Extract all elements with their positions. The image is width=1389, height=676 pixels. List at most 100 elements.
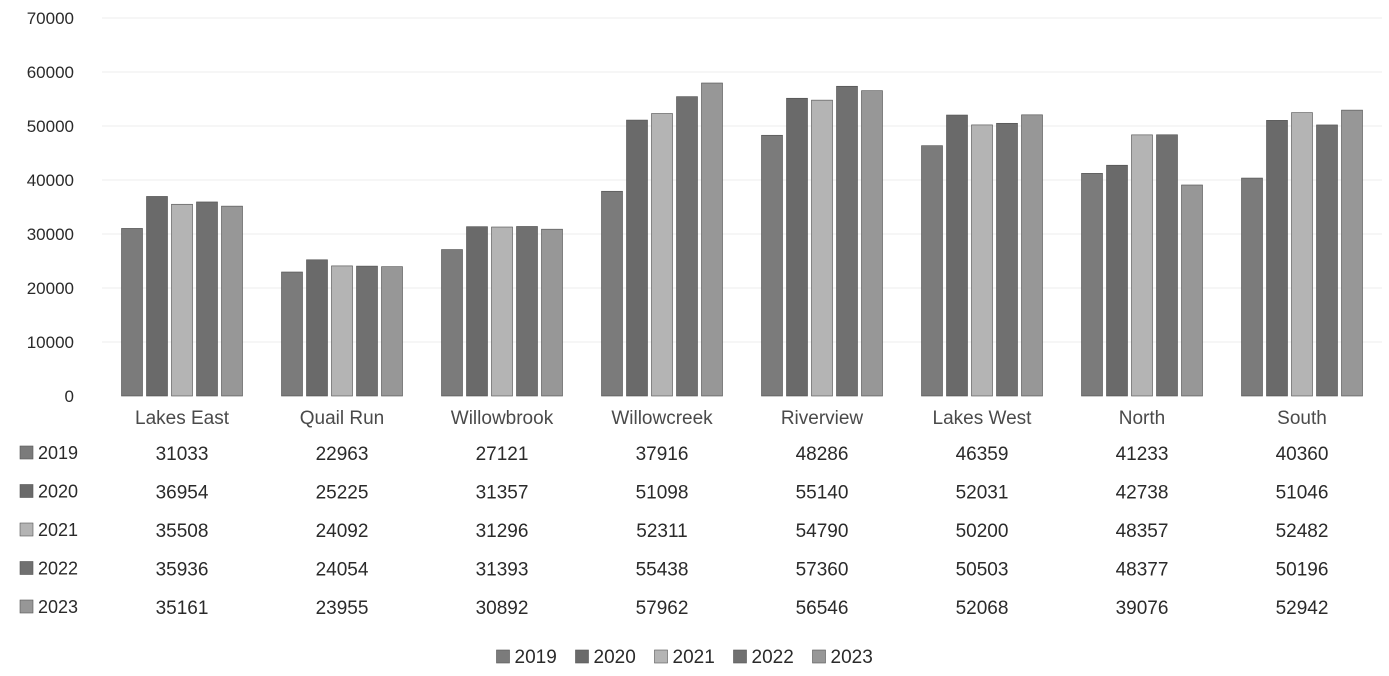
table-cell: 31357: [476, 483, 529, 504]
x-tick-label: Riverview: [781, 408, 864, 429]
bar: [331, 265, 353, 397]
bar: [811, 99, 833, 397]
bar: [381, 266, 403, 397]
bar: [306, 259, 328, 397]
bar: [1106, 164, 1128, 397]
legend-label: 2019: [515, 647, 557, 668]
bar: [196, 201, 218, 397]
bar: [996, 122, 1018, 397]
table-cell: 50196: [1276, 560, 1329, 581]
bar: [946, 114, 968, 397]
table-cell: 54790: [796, 521, 849, 542]
legend-swatch: [575, 649, 589, 664]
legend-swatch: [812, 649, 826, 664]
table-cell: 41233: [1116, 444, 1169, 465]
bar: [1131, 134, 1153, 397]
bars: [121, 82, 1363, 397]
table-cell: 52068: [956, 598, 1009, 619]
x-tick-label: Lakes West: [933, 408, 1033, 429]
table-cell: 50200: [956, 521, 1009, 542]
table-cell: 42738: [1116, 483, 1169, 504]
bar: [1316, 124, 1338, 397]
y-tick-label: 70000: [27, 9, 74, 28]
table-row-swatch: [19, 445, 34, 460]
table-row-swatch: [19, 484, 34, 498]
x-tick-label: Quail Run: [300, 408, 385, 429]
bar: [836, 85, 858, 397]
table-cell: 46359: [956, 444, 1009, 465]
table-cell: 39076: [1116, 598, 1169, 619]
table-cell: 22963: [316, 444, 369, 465]
table-row-swatch: [19, 561, 34, 575]
table-cell: 51046: [1276, 483, 1329, 504]
table-cell: 35508: [156, 521, 209, 542]
table-cell: 48377: [1116, 560, 1169, 581]
bar: [281, 271, 303, 397]
bar: [921, 145, 943, 397]
bar: [1081, 173, 1103, 397]
legend-label: 2021: [673, 647, 715, 668]
table-row-swatch: [19, 522, 34, 537]
table-cell: 56546: [796, 598, 849, 619]
table-cell: 36954: [156, 483, 209, 504]
legend-label: 2023: [831, 647, 873, 668]
bar: [861, 90, 883, 397]
table-cell: 52482: [1276, 521, 1329, 542]
y-tick-label: 0: [65, 387, 74, 406]
x-tick-label: Lakes East: [135, 408, 230, 429]
legend-label: 2022: [752, 647, 794, 668]
data-table: 2019 31033 22963 27121 37916 48286 46359 41233 4…: [19, 443, 1329, 619]
legend-swatch: [496, 649, 510, 664]
y-tick-label: 60000: [27, 63, 74, 82]
table-cell: 31296: [476, 521, 529, 542]
table-cell: 35936: [156, 560, 209, 581]
table-row-label: 2019: [38, 443, 78, 463]
table-cell: 30892: [476, 598, 529, 619]
table-cell: 31393: [476, 560, 529, 581]
table-cell: 25225: [316, 483, 369, 504]
legend-swatch: [733, 649, 747, 664]
bar: [1341, 109, 1363, 397]
table-cell: 24092: [316, 521, 369, 542]
y-axis: 0 10000 20000 30000 40000 50000 60000 70000: [27, 9, 74, 406]
y-tick-label: 10000: [27, 333, 74, 352]
table-cell: 23955: [316, 598, 369, 619]
bar: [1021, 114, 1043, 397]
table-cell: 31033: [156, 444, 209, 465]
x-tick-label: South: [1277, 408, 1327, 429]
x-tick-label: Willowbrook: [451, 408, 554, 429]
table-cell: 52942: [1276, 598, 1329, 619]
table-row-label: 2022: [38, 559, 78, 579]
bar: [171, 203, 193, 397]
table-row-label: 2023: [38, 597, 78, 617]
bar: [1241, 177, 1263, 397]
y-tick-label: 20000: [27, 279, 74, 298]
bar: [121, 228, 143, 397]
bar: [761, 134, 783, 397]
table-row-swatch: [19, 599, 34, 614]
table-cell: 48357: [1116, 521, 1169, 542]
bar: [1291, 112, 1313, 397]
bar: [221, 205, 243, 397]
x-tick-label: North: [1119, 408, 1165, 429]
legend-label: 2020: [594, 647, 636, 668]
x-tick-label: Willowcreek: [611, 408, 713, 429]
y-tick-label: 40000: [27, 171, 74, 190]
y-tick-label: 30000: [27, 225, 74, 244]
table-cell: 24054: [316, 560, 369, 581]
bar: [786, 97, 808, 397]
table-row-label: 2021: [38, 520, 78, 540]
bar: [516, 226, 538, 397]
bar: [466, 226, 488, 397]
bar: [971, 124, 993, 397]
table-row-label: 2020: [38, 482, 78, 502]
table-cell: 52311: [636, 521, 687, 542]
bar: [146, 196, 168, 397]
bar: [1181, 184, 1203, 397]
table-cell: 55438: [636, 560, 689, 581]
legend: 2019 2020 2021 2022 2023: [496, 647, 873, 668]
y-tick-label: 50000: [27, 117, 74, 136]
table-cell: 37916: [636, 444, 689, 465]
table-cell: 57962: [636, 598, 689, 619]
